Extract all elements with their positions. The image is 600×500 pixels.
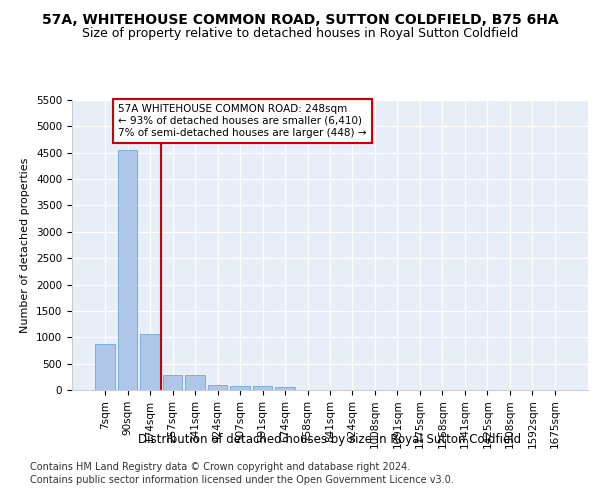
Bar [140, 334, 160, 390]
Text: 57A, WHITEHOUSE COMMON ROAD, SUTTON COLDFIELD, B75 6HA: 57A, WHITEHOUSE COMMON ROAD, SUTTON COLD… [41, 12, 559, 26]
Text: Distribution of detached houses by size in Royal Sutton Coldfield: Distribution of detached houses by size … [139, 432, 521, 446]
Bar [185, 374, 205, 390]
Text: Size of property relative to detached houses in Royal Sutton Coldfield: Size of property relative to detached ho… [82, 28, 518, 40]
Bar [230, 386, 250, 390]
Text: 57A WHITEHOUSE COMMON ROAD: 248sqm
← 93% of detached houses are smaller (6,410)
: 57A WHITEHOUSE COMMON ROAD: 248sqm ← 93%… [118, 104, 367, 138]
Text: Contains public sector information licensed under the Open Government Licence v3: Contains public sector information licen… [30, 475, 454, 485]
Text: Contains HM Land Registry data © Crown copyright and database right 2024.: Contains HM Land Registry data © Crown c… [30, 462, 410, 472]
Y-axis label: Number of detached properties: Number of detached properties [20, 158, 31, 332]
Bar [253, 386, 272, 390]
Bar [275, 387, 295, 390]
Bar [163, 374, 182, 390]
Bar [208, 386, 227, 390]
Bar [95, 344, 115, 390]
Bar [118, 150, 137, 390]
